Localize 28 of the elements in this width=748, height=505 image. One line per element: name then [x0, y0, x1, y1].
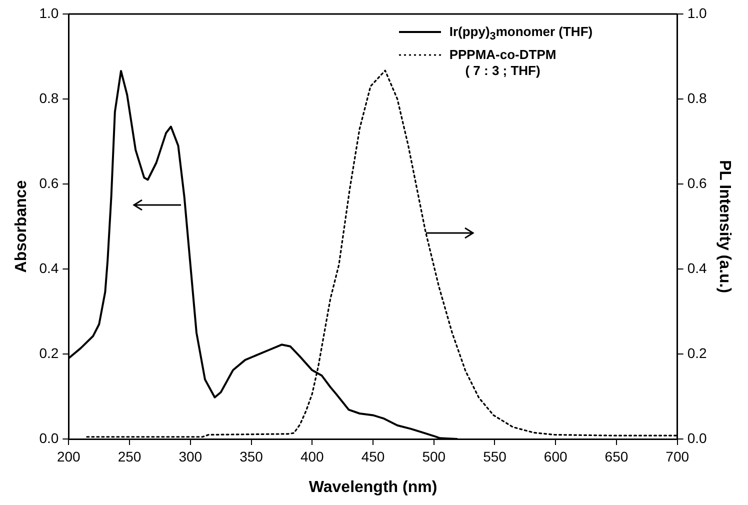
x-tick-label: 450	[361, 448, 385, 464]
y2-tick-label: 0.6	[687, 174, 708, 191]
x-tick-label: 550	[483, 448, 507, 464]
y2-tick-label: 1.0	[687, 4, 708, 21]
y2-tick-label: 0.8	[687, 90, 708, 106]
x-tick-label: 400	[300, 448, 324, 464]
y-axis-title: Absorbance	[13, 180, 30, 273]
y2-axis-title: PL Intensity (a.u.)	[716, 160, 733, 294]
x-tick-label: 350	[240, 448, 264, 464]
legend-label: PPPMA-co-DTPM ( 7 : 3 ; THF)	[449, 46, 556, 79]
x-tick-label: 700	[666, 448, 690, 464]
y2-tick-label: 0.4	[687, 260, 708, 276]
y-tick-label: 0.8	[39, 90, 59, 106]
y2-tick-label: 0.2	[687, 344, 708, 361]
x-tick-label: 650	[604, 448, 628, 464]
x-tick-label: 500	[422, 448, 446, 464]
y-tick-label: 0.0	[39, 430, 59, 446]
x-tick-label: 250	[118, 448, 142, 464]
y-tick-label: 0.6	[39, 174, 59, 191]
x-tick-label: 200	[56, 448, 81, 464]
y-tick-label: 1.0	[39, 4, 59, 21]
x-tick-label: 300	[178, 448, 202, 464]
legend-label: Ir(ppy)$_{3}$monomer (THF)	[449, 24, 593, 45]
x-tick-label: 600	[544, 448, 568, 464]
y2-tick-label: 0.0	[687, 430, 708, 446]
y-tick-label: 0.4	[39, 260, 59, 276]
x-axis-title: Wavelength (nm)	[308, 478, 438, 496]
y-tick-label: 0.2	[39, 344, 59, 361]
